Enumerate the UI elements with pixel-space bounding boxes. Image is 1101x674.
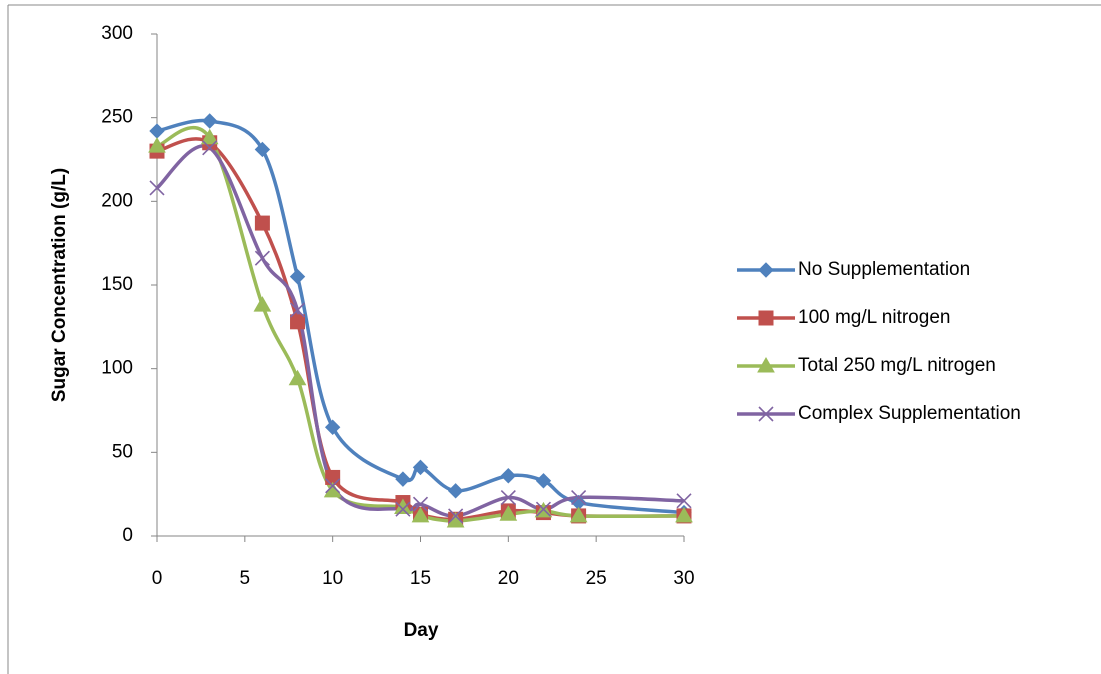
- marker: [535, 501, 552, 517]
- marker: [395, 501, 411, 517]
- x-tick-label: 20: [498, 568, 519, 589]
- marker: [254, 250, 270, 266]
- y-tick-label: 0: [122, 525, 133, 546]
- x-tick-label: 10: [322, 568, 343, 589]
- legend-label: Complex Supplementation: [798, 403, 1021, 424]
- marker: [412, 496, 429, 512]
- marker: [253, 296, 272, 312]
- marker: [758, 406, 774, 422]
- x-tick-label: 30: [673, 568, 694, 589]
- marker: [149, 123, 165, 139]
- legend-label: 100 mg/L nitrogen: [798, 307, 950, 328]
- marker: [289, 302, 306, 318]
- y-tick-label: 50: [112, 441, 133, 462]
- marker: [289, 268, 306, 285]
- x-axis-title: Day: [404, 620, 439, 641]
- series-line: [156, 118, 685, 515]
- marker: [447, 483, 464, 499]
- marker: [202, 140, 218, 156]
- y-tick-label: 100: [101, 358, 133, 379]
- y-tick-label: 250: [101, 107, 133, 128]
- marker: [411, 506, 430, 523]
- y-tick-label: 150: [101, 274, 133, 295]
- y-tick-label: 300: [101, 23, 133, 44]
- x-tick-label: 5: [240, 568, 251, 589]
- marker: [394, 498, 412, 515]
- marker: [500, 468, 517, 484]
- marker: [201, 113, 218, 129]
- marker: [254, 215, 270, 231]
- x-tick-label: 25: [586, 568, 607, 589]
- marker: [395, 471, 411, 487]
- marker: [758, 310, 774, 326]
- marker: [571, 489, 587, 506]
- x-tick-label: 15: [410, 568, 431, 589]
- marker: [254, 141, 271, 158]
- marker: [148, 137, 166, 153]
- marker: [499, 505, 518, 521]
- marker: [325, 478, 341, 494]
- x-tick-label: 0: [152, 568, 163, 589]
- y-axis-title: Sugar Concentration (g/L): [49, 168, 70, 402]
- marker: [200, 128, 219, 145]
- marker: [535, 473, 552, 489]
- marker: [569, 506, 588, 523]
- marker: [324, 419, 341, 435]
- y-tick-label: 200: [101, 190, 133, 211]
- marker: [500, 489, 516, 506]
- marker: [448, 508, 464, 524]
- marker: [288, 369, 307, 386]
- marker: [758, 262, 774, 278]
- marker: [676, 493, 692, 509]
- legend-label: No Supplementation: [798, 259, 970, 280]
- marker: [149, 180, 165, 196]
- marker: [675, 506, 693, 523]
- marker: [412, 459, 429, 476]
- marker: [757, 356, 775, 373]
- legend-label: Total 250 mg/L nitrogen: [798, 355, 996, 376]
- marker: [290, 314, 306, 330]
